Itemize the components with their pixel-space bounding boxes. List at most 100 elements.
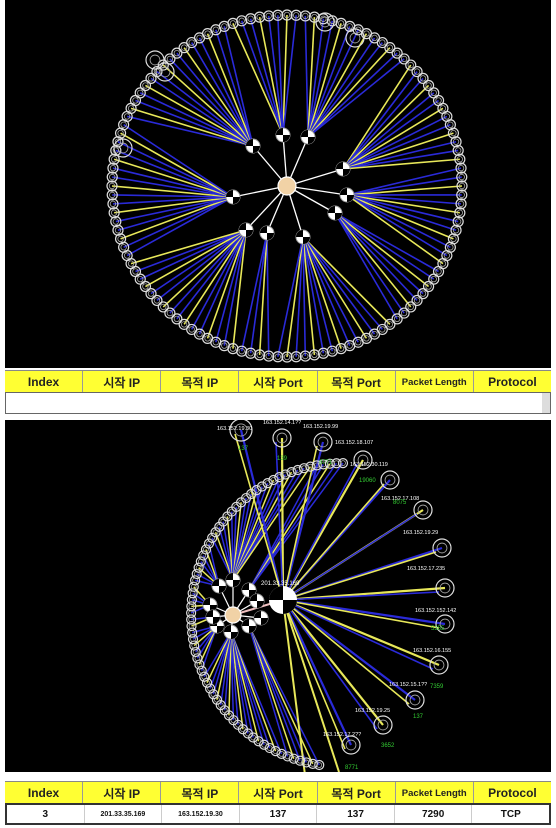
- leaf-node[interactable]: [270, 746, 281, 757]
- leaf-node-inner[interactable]: [120, 121, 127, 128]
- graph-panel-detail[interactable]: 201.33.35.169 163.152.19.30 163.152.14.1??…: [5, 420, 551, 772]
- node-ip-label[interactable]: 163.152.15.1??: [389, 682, 427, 688]
- leaf-node-inner[interactable]: [337, 345, 345, 352]
- node-ip-label[interactable]: 163.152.17.2??: [323, 732, 361, 738]
- node-ip-label[interactable]: 163.152.17.235: [407, 566, 445, 572]
- node-ip-label[interactable]: 163.152.19.29: [403, 530, 438, 536]
- host-node-slice2[interactable]: [296, 230, 303, 237]
- node-ip-label[interactable]: 163.152.30.119: [350, 462, 388, 468]
- leaf-node-inner[interactable]: [455, 218, 462, 225]
- leaf-node-inner[interactable]: [111, 156, 118, 163]
- port-node[interactable]: [353, 450, 373, 470]
- host-node-slice[interactable]: [249, 590, 256, 597]
- leaf-node-inner[interactable]: [320, 15, 327, 22]
- leaf-node[interactable]: [157, 59, 169, 71]
- leaf-node-inner[interactable]: [204, 30, 211, 37]
- leaf-node[interactable]: [455, 198, 467, 210]
- host-node-slice[interactable]: [257, 601, 264, 608]
- host-node-slice2[interactable]: [224, 625, 231, 632]
- leaf-node-inner[interactable]: [123, 113, 131, 120]
- leaf-node-inner[interactable]: [393, 315, 401, 323]
- port-node-inner[interactable]: [345, 739, 357, 751]
- leaf-node-inner[interactable]: [419, 75, 427, 82]
- leaf-node[interactable]: [108, 153, 120, 165]
- port-cluster-node[interactable]: [145, 50, 165, 70]
- leaf-node-inner[interactable]: [109, 164, 117, 172]
- host-node-slice2[interactable]: [246, 139, 253, 146]
- leaf-node-inner[interactable]: [274, 353, 281, 360]
- leaf-node[interactable]: [215, 700, 226, 711]
- leaf-node[interactable]: [186, 607, 197, 619]
- leaf-node[interactable]: [186, 323, 198, 336]
- host-node-slice[interactable]: [219, 586, 226, 593]
- leaf-node[interactable]: [201, 677, 213, 688]
- leaf-node[interactable]: [258, 739, 270, 750]
- leaf-node[interactable]: [178, 318, 190, 330]
- leaf-node[interactable]: [157, 301, 169, 313]
- host-node-slice2[interactable]: [242, 583, 249, 590]
- host-node-slice[interactable]: [335, 213, 342, 220]
- leaf-node-inner[interactable]: [221, 342, 228, 349]
- col-protocol[interactable]: Protocol: [488, 786, 537, 800]
- graph-panel-overview[interactable]: [5, 0, 551, 368]
- leaf-node-inner[interactable]: [173, 315, 181, 323]
- leaf-node-inner[interactable]: [173, 49, 181, 57]
- host-node-slice[interactable]: [343, 169, 350, 176]
- port-label[interactable]: 137: [238, 446, 249, 452]
- port-cluster-node-inner[interactable]: [349, 32, 361, 44]
- leaf-node[interactable]: [391, 47, 403, 59]
- leaf-node-inner[interactable]: [346, 342, 353, 349]
- leaf-node-inner[interactable]: [430, 275, 437, 283]
- leaf-node-inner[interactable]: [274, 12, 281, 19]
- leaf-node-inner[interactable]: [458, 182, 466, 190]
- leaf-node-inner[interactable]: [108, 182, 116, 190]
- host-node-slice[interactable]: [303, 237, 310, 244]
- leaf-node[interactable]: [331, 458, 342, 469]
- host-node-slice[interactable]: [308, 137, 315, 144]
- host-node-slice2[interactable]: [212, 579, 219, 586]
- leaf-node-inner[interactable]: [435, 97, 442, 104]
- leaf-node[interactable]: [308, 349, 320, 361]
- port-node[interactable]: [405, 690, 425, 710]
- leaf-node-inner[interactable]: [293, 12, 300, 19]
- host-node-slice[interactable]: [231, 632, 238, 639]
- leaf-node[interactable]: [164, 307, 176, 319]
- leaf-node[interactable]: [195, 556, 206, 567]
- leaf-node[interactable]: [198, 550, 209, 561]
- leaf-node[interactable]: [203, 538, 215, 549]
- node-ip-label[interactable]: 163.152.14.1??: [263, 420, 301, 426]
- leaf-node[interactable]: [256, 481, 268, 492]
- host-node-slice[interactable]: [233, 580, 240, 587]
- leaf-node[interactable]: [178, 42, 190, 54]
- center-node[interactable]: [277, 176, 297, 196]
- leaf-node-inner[interactable]: [256, 351, 263, 359]
- port-node[interactable]: [341, 735, 361, 755]
- host-node-slice2[interactable]: [276, 128, 283, 135]
- leaf-node-inner[interactable]: [147, 290, 155, 297]
- leaf-node-inner[interactable]: [413, 68, 421, 75]
- leaf-node-inner[interactable]: [127, 260, 135, 267]
- leaf-node-inner[interactable]: [447, 244, 454, 251]
- leaf-node[interactable]: [452, 144, 464, 157]
- leaf-node[interactable]: [455, 162, 467, 174]
- leaf-node[interactable]: [106, 180, 118, 192]
- leaf-node[interactable]: [254, 11, 266, 23]
- leaf-node[interactable]: [268, 474, 279, 486]
- selected-host-slice2[interactable]: [269, 586, 283, 600]
- node-ip-label[interactable]: 163.152.19.30: [217, 426, 252, 432]
- leaf-node[interactable]: [398, 53, 410, 65]
- node-ip-label[interactable]: 163.152.19.99: [303, 424, 338, 430]
- leaf-node-inner[interactable]: [147, 75, 155, 82]
- leaf-node-inner[interactable]: [371, 34, 378, 42]
- node-ip-label[interactable]: 163.152.17.108: [381, 496, 419, 502]
- leaf-node-inner[interactable]: [386, 321, 394, 328]
- table-row-selected[interactable]: 3 201.33.35.169 163.152.19.30 137 137 72…: [5, 803, 551, 825]
- leaf-node-inner[interactable]: [450, 130, 457, 137]
- host-node-slice[interactable]: [249, 626, 256, 633]
- radial-graph-detail[interactable]: 201.33.35.169 163.152.19.30 163.152.14.1??…: [5, 420, 551, 772]
- col-src-port[interactable]: 시작 Port: [239, 371, 318, 393]
- leaf-node[interactable]: [292, 464, 303, 476]
- leaf-node-inner[interactable]: [109, 173, 116, 181]
- selected-host-slice[interactable]: [283, 600, 297, 614]
- leaf-node-inner[interactable]: [180, 44, 188, 51]
